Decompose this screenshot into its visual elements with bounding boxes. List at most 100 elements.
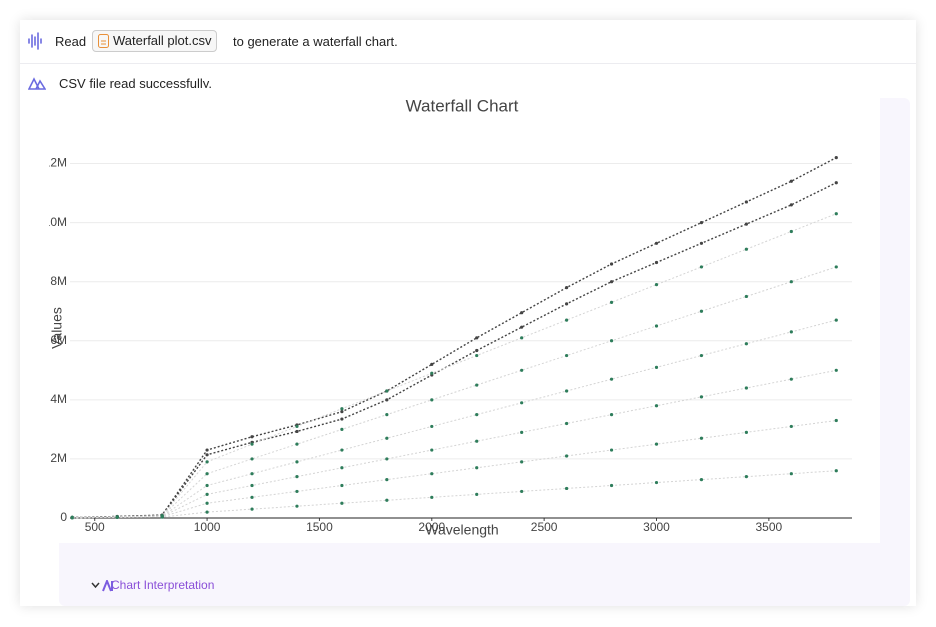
data-point <box>609 339 614 343</box>
data-point <box>475 492 479 496</box>
data-point <box>475 336 479 340</box>
series-line <box>72 420 837 519</box>
data-point <box>654 260 659 265</box>
data-point <box>520 401 524 405</box>
data-point <box>295 504 299 508</box>
data-point <box>609 262 614 266</box>
data-point <box>430 371 434 375</box>
data-point <box>295 475 299 479</box>
data-point <box>654 283 659 287</box>
data-point <box>430 424 434 429</box>
data-point <box>654 365 659 369</box>
data-point <box>340 407 344 411</box>
data-point <box>834 469 838 473</box>
data-point <box>609 280 614 284</box>
y-tick-label: 8M <box>50 274 67 288</box>
data-point <box>340 448 344 452</box>
data-point <box>789 229 793 234</box>
data-point <box>295 442 299 446</box>
x-tick-label: 1500 <box>306 520 333 534</box>
data-point <box>744 222 748 226</box>
data-point <box>609 377 614 381</box>
x-tick-label: 500 <box>85 520 105 534</box>
data-point <box>834 418 838 423</box>
data-point <box>385 498 389 502</box>
data-point <box>744 430 748 434</box>
data-point <box>250 495 254 499</box>
data-point <box>609 300 614 304</box>
data-point <box>565 318 569 322</box>
data-point <box>340 427 344 431</box>
data-point <box>744 475 748 479</box>
data-point <box>744 200 748 204</box>
data-point <box>430 472 434 476</box>
series-line <box>72 266 837 518</box>
toggle-icons <box>91 580 113 592</box>
data-point <box>520 460 524 464</box>
data-point <box>295 489 299 494</box>
file-chip[interactable]: Waterfall plot.csv <box>92 30 217 52</box>
data-point <box>430 398 434 402</box>
y-tick-label: 4M <box>50 392 67 406</box>
data-point <box>250 507 254 511</box>
data-point <box>609 448 614 452</box>
data-point <box>744 294 748 299</box>
data-point <box>789 330 793 334</box>
y-tick-label: 12M <box>49 156 67 170</box>
data-point <box>205 501 209 505</box>
data-point <box>115 515 119 520</box>
chart: Waterfall Chart Wavelength Values 0 2M 4M 6… <box>49 88 880 543</box>
data-point <box>609 483 614 488</box>
file-name: Waterfall plot.csv <box>113 33 212 48</box>
data-point <box>699 478 704 482</box>
status-text: CSV file read successfully. <box>59 76 212 91</box>
data-point <box>565 286 569 290</box>
data-point <box>205 453 209 457</box>
y-tick-label: 2M <box>50 451 67 465</box>
data-point <box>699 353 704 358</box>
data-point <box>520 325 524 329</box>
x-tick-label: 1000 <box>194 520 221 534</box>
data-point <box>565 486 569 491</box>
data-point <box>834 368 838 372</box>
data-point <box>789 280 793 284</box>
data-point <box>430 495 434 499</box>
chart-title: Waterfall Chart <box>406 96 519 115</box>
x-axis-label: Wavelength <box>425 522 498 538</box>
x-tick-label: 2000 <box>418 520 445 534</box>
data-point <box>430 448 434 452</box>
data-point <box>520 489 524 494</box>
data-point <box>699 221 704 225</box>
data-point <box>340 417 344 421</box>
data-point <box>699 436 704 440</box>
data-point <box>475 466 479 470</box>
data-point <box>654 241 659 245</box>
prompt-row: Read Waterfall plot.csv to generate a wa… <box>20 20 916 64</box>
data-point <box>250 483 254 488</box>
data-point <box>744 342 748 346</box>
data-point <box>789 424 793 429</box>
data-point <box>250 442 254 446</box>
series-line <box>72 369 837 519</box>
interpretation-toggle[interactable]: Chart Interpretation <box>91 578 215 592</box>
data-point <box>385 436 389 440</box>
data-point <box>340 466 344 470</box>
data-point <box>565 421 569 426</box>
voice-icon <box>28 32 42 50</box>
data-point <box>205 483 209 488</box>
interpretation-label: Chart Interpretation <box>111 578 215 592</box>
data-point <box>565 454 569 458</box>
data-point <box>340 501 344 505</box>
data-point <box>385 457 389 461</box>
series-line <box>72 213 837 518</box>
data-point <box>834 156 838 160</box>
data-point <box>654 442 659 446</box>
data-point <box>699 395 704 399</box>
data-point <box>654 480 659 485</box>
data-point <box>520 368 524 372</box>
data-point <box>295 424 299 429</box>
data-point <box>699 309 704 313</box>
data-point <box>654 324 659 328</box>
data-point <box>565 389 569 393</box>
